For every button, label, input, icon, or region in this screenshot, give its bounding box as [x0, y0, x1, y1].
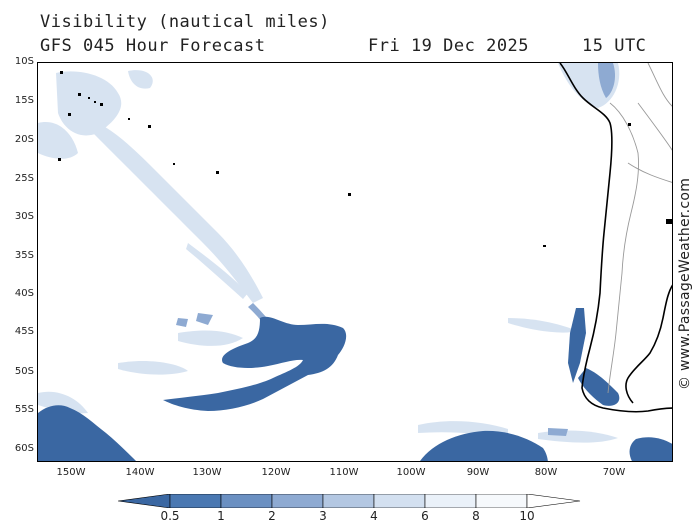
legend-label: 8 [472, 509, 480, 523]
lon-label: 140W [125, 467, 155, 478]
map-canvas [38, 63, 672, 461]
lat-label: 25S [14, 173, 34, 184]
forecast-label: GFS 045 Hour Forecast [40, 36, 266, 56]
light-visibility-areas [38, 63, 620, 443]
lat-label: 10S [14, 56, 34, 67]
legend-swatch [118, 494, 171, 508]
legend-label: 10 [519, 509, 535, 523]
legend-swatch [322, 494, 375, 508]
legend-colorbar [118, 494, 581, 508]
legend-swatch [220, 494, 273, 508]
legend-swatch [475, 494, 528, 508]
legend-label: 6 [421, 509, 429, 523]
lat-label: 40S [14, 288, 34, 299]
lat-label: 55S [14, 404, 34, 415]
forecast-time: 15 UTC [582, 36, 647, 56]
forecast-date: Fri 19 Dec 2025 [368, 36, 530, 56]
moderate-visibility-areas [176, 63, 616, 436]
lon-label: 100W [396, 467, 426, 478]
islands [58, 71, 672, 247]
lon-label: 110W [329, 467, 359, 478]
coastline [559, 63, 672, 413]
legend-label: 4 [370, 509, 378, 523]
lat-label: 35S [14, 250, 34, 261]
map-title: Visibility (nautical miles) [40, 12, 330, 32]
country-borders [607, 63, 672, 394]
legend-swatch [169, 494, 222, 508]
legend-swatch [271, 494, 324, 508]
lon-label: 120W [261, 467, 291, 478]
visibility-map [37, 62, 673, 462]
lon-label: 90W [466, 467, 490, 478]
legend-swatch [526, 494, 581, 508]
legend-label: 3 [319, 509, 327, 523]
lat-label: 60S [14, 443, 34, 454]
legend-swatch [424, 494, 477, 508]
legend-swatch [373, 494, 426, 508]
lon-label: 70W [602, 467, 626, 478]
legend-label: 0.5 [160, 509, 180, 523]
lon-label: 80W [534, 467, 558, 478]
watermark-text: © www.PassageWeather.com [677, 177, 693, 390]
legend-label: 1 [217, 509, 225, 523]
lat-label: 45S [14, 326, 34, 337]
lat-label: 30S [14, 211, 34, 222]
lon-label: 130W [192, 467, 222, 478]
lat-label: 20S [14, 134, 34, 145]
lon-label: 150W [56, 467, 86, 478]
lat-label: 50S [14, 366, 34, 377]
lat-label: 15S [14, 95, 34, 106]
low-visibility-areas [38, 308, 672, 461]
legend-label: 2 [268, 509, 276, 523]
